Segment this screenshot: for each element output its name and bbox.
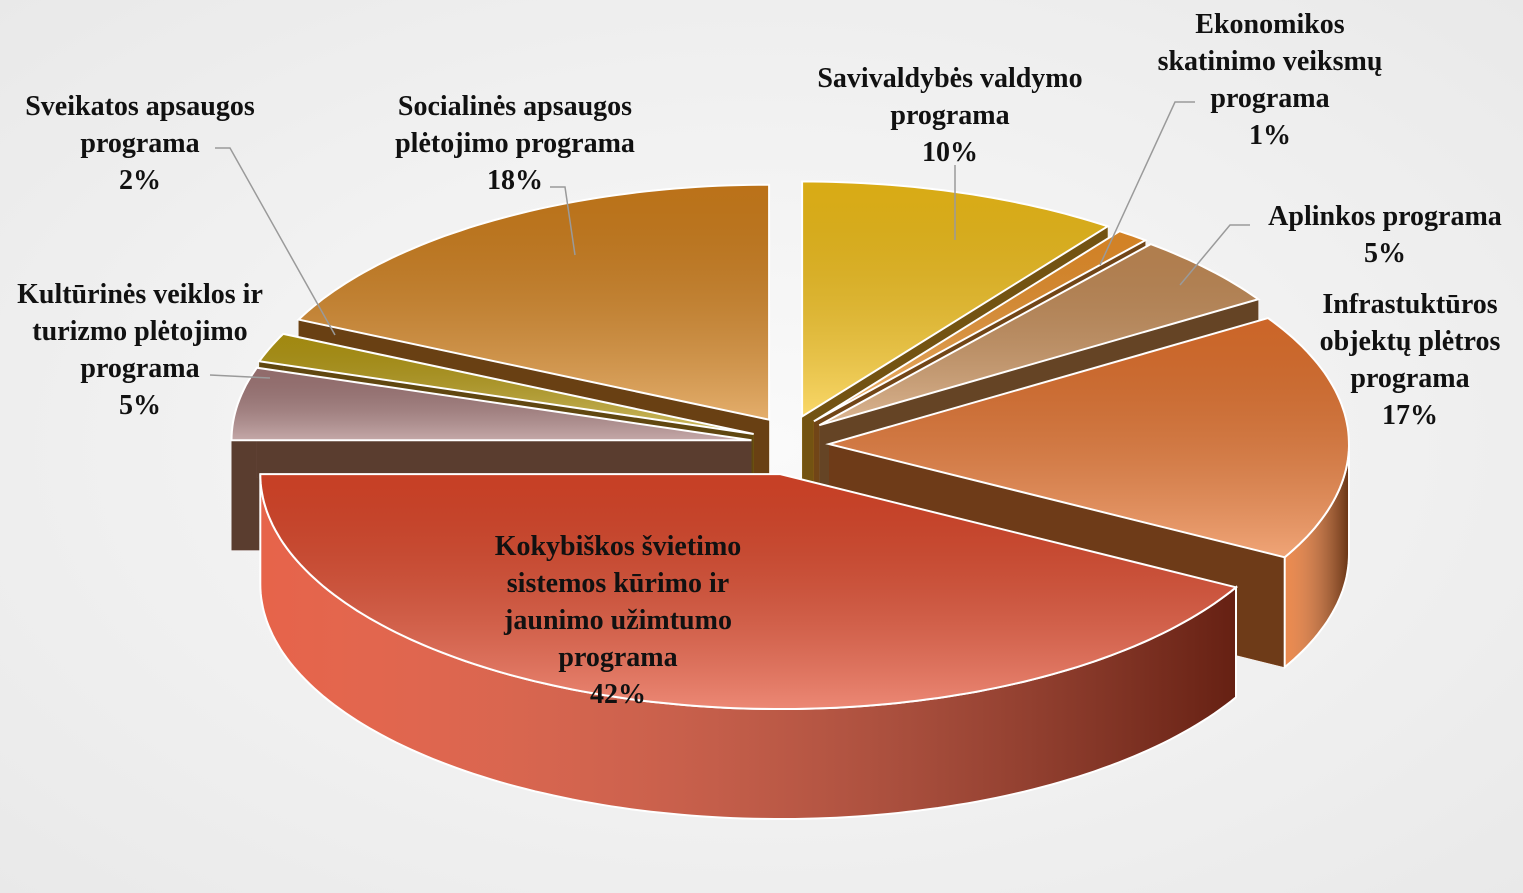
category-label: Sveikatos apsaugos programa bbox=[25, 91, 255, 159]
category-label: Savivaldybės valdymo programa bbox=[817, 63, 1083, 131]
category-label: Infrastuktūros objektų plėtros programa bbox=[1319, 289, 1501, 394]
value-label: 17% bbox=[1382, 400, 1438, 431]
value-label: 18% bbox=[487, 165, 543, 196]
slice-top-shade bbox=[818, 243, 1261, 427]
slice-top-shade bbox=[825, 317, 1351, 559]
value-label: 5% bbox=[119, 390, 161, 421]
category-label: Socialinės apsaugos plėtojimo programa bbox=[395, 91, 635, 159]
slice-label: Ekonomikos skatinimo veiksmų programa 1% bbox=[1140, 6, 1400, 154]
slice-label: Sveikatos apsaugos programa 2% bbox=[0, 88, 285, 199]
slice-label: Infrastuktūros objektų plėtros programa 1… bbox=[1295, 286, 1523, 434]
value-label: 42% bbox=[590, 679, 646, 710]
slice-label: Kultūrinės veiklos ir turizmo plėtojimo … bbox=[5, 276, 275, 424]
value-label: 2% bbox=[119, 165, 161, 196]
slice-label: Kokybiškos švietimo sistemos kūrimo ir j… bbox=[463, 528, 773, 713]
slice-top-shade bbox=[259, 473, 1239, 710]
slice-top-shade bbox=[257, 332, 754, 435]
value-label: 1% bbox=[1249, 120, 1291, 151]
slice-label: Socialinės apsaugos plėtojimo programa 18… bbox=[365, 88, 665, 199]
category-label: Ekonomikos skatinimo veiksmų programa bbox=[1157, 9, 1383, 114]
leader-line bbox=[550, 186, 576, 256]
slice-top-shade bbox=[296, 183, 771, 421]
slice-top-shade bbox=[801, 180, 1111, 419]
leader-lines bbox=[209, 101, 1250, 379]
leader-line bbox=[1179, 224, 1250, 286]
category-label: Kultūrinės veiklos ir turizmo plėtojimo … bbox=[17, 279, 263, 384]
slice-top-shade bbox=[813, 230, 1148, 423]
slice-label: Aplinkos programa 5% bbox=[1235, 198, 1523, 272]
category-label: Aplinkos programa bbox=[1268, 201, 1502, 232]
slice bbox=[259, 473, 1239, 820]
leader-line bbox=[215, 147, 336, 336]
leader-line bbox=[1099, 101, 1195, 266]
slice-label: Savivaldybės valdymo programa 10% bbox=[785, 60, 1115, 171]
value-label: 10% bbox=[922, 137, 978, 168]
leader-line bbox=[209, 374, 271, 379]
value-label: 5% bbox=[1364, 238, 1406, 269]
category-label: Kokybiškos švietimo sistemos kūrimo ir j… bbox=[494, 531, 742, 673]
